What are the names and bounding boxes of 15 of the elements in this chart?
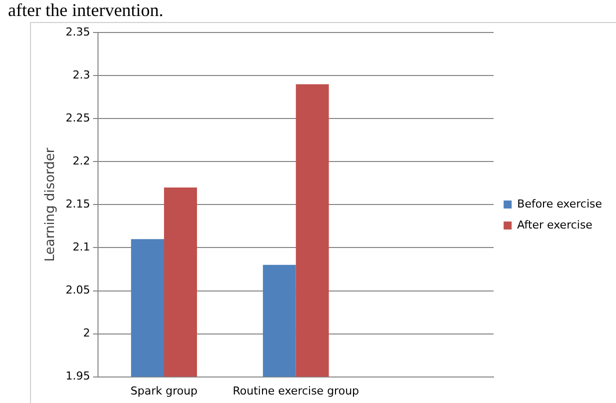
y-tick-label: 2.25 [66, 112, 90, 125]
y-tick-label: 1.95 [66, 370, 90, 383]
y-tick-label: 2.2 [72, 154, 90, 168]
y-tick-label: 2.15 [66, 198, 90, 211]
text: after the intervention. [8, 0, 164, 20]
y-axis-title: Learning disorder [43, 147, 58, 262]
y-tick-label: 2.3 [72, 68, 90, 82]
legend-label: After exercise [517, 218, 593, 232]
y-tick-label: 2.35 [66, 25, 90, 38]
y-tick-label: 2.05 [66, 284, 90, 297]
x-tick-label: Spark group [130, 384, 198, 398]
y-tick-label: 2 [83, 326, 90, 340]
legend-label: Before exercise [517, 197, 602, 210]
y-tick-label: 2.1 [72, 240, 90, 254]
x-tick-label: Routine exercise group [232, 384, 360, 398]
